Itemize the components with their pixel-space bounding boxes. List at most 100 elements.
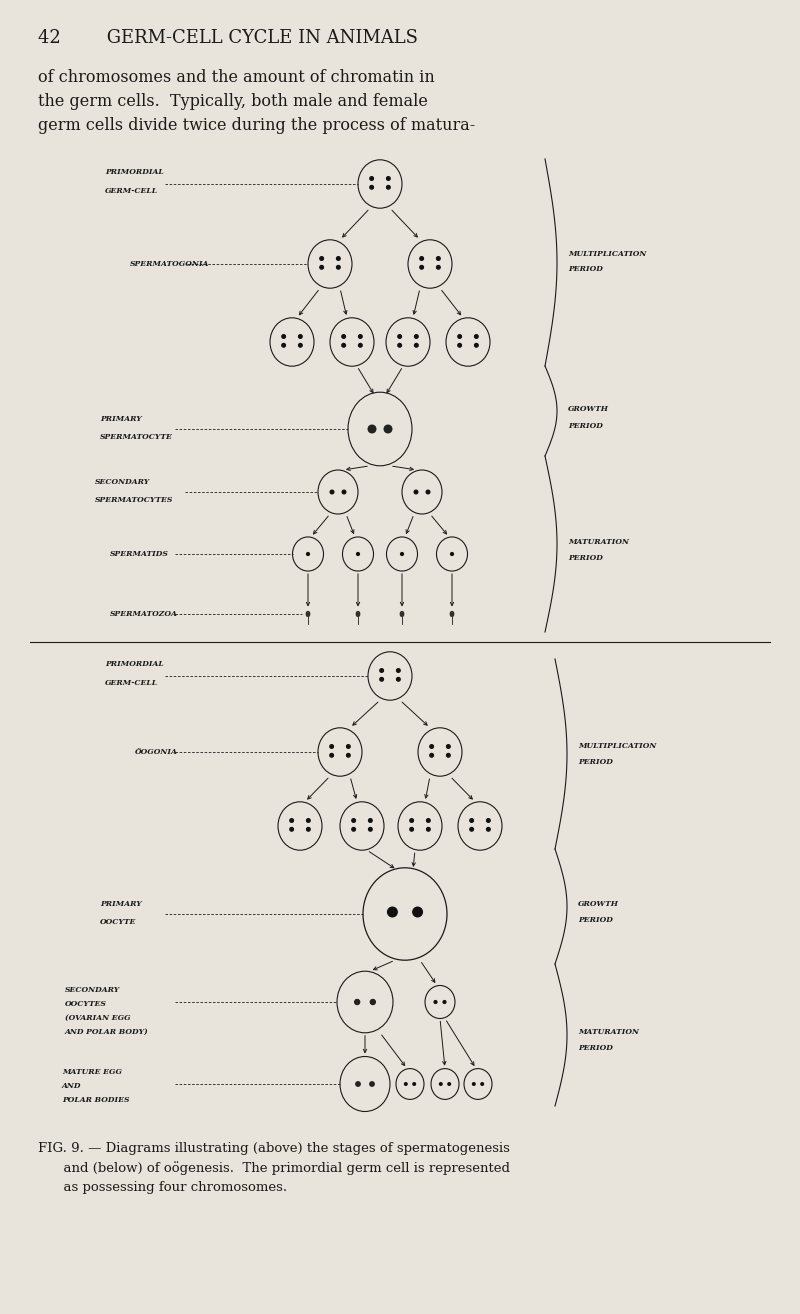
Circle shape (369, 819, 372, 823)
Circle shape (370, 1000, 375, 1004)
Text: POLAR BODIES: POLAR BODIES (62, 1096, 130, 1104)
Circle shape (330, 490, 334, 494)
Circle shape (380, 669, 383, 673)
Text: MULTIPLICATION: MULTIPLICATION (578, 742, 656, 750)
Text: MATURATION: MATURATION (578, 1028, 639, 1035)
Text: PERIOD: PERIOD (578, 758, 613, 766)
Text: GERM-CELL: GERM-CELL (105, 679, 158, 687)
Ellipse shape (306, 611, 310, 616)
Circle shape (474, 343, 478, 347)
Circle shape (330, 753, 334, 757)
Text: SECONDARY: SECONDARY (95, 478, 150, 486)
Text: 42        GERM-CELL CYCLE IN ANIMALS: 42 GERM-CELL CYCLE IN ANIMALS (38, 29, 418, 47)
Text: OOCYTES: OOCYTES (65, 1000, 107, 1008)
Circle shape (387, 907, 397, 917)
Text: ÖOGONIA: ÖOGONIA (135, 748, 178, 756)
Circle shape (410, 828, 414, 830)
Circle shape (437, 265, 440, 269)
Circle shape (450, 553, 454, 556)
Circle shape (357, 553, 359, 556)
Circle shape (458, 343, 462, 347)
Circle shape (486, 819, 490, 823)
Text: GROWTH: GROWTH (568, 405, 609, 413)
Circle shape (370, 176, 374, 180)
Circle shape (346, 745, 350, 748)
Circle shape (446, 745, 450, 748)
Text: PRIMORDIAL: PRIMORDIAL (105, 168, 164, 176)
Text: (OVARIAN EGG: (OVARIAN EGG (65, 1014, 130, 1022)
Circle shape (426, 819, 430, 823)
Circle shape (434, 1000, 437, 1004)
Circle shape (481, 1083, 483, 1085)
Circle shape (414, 343, 418, 347)
Circle shape (358, 335, 362, 338)
Circle shape (437, 256, 440, 260)
Circle shape (405, 1083, 407, 1085)
Circle shape (397, 669, 400, 673)
Circle shape (306, 819, 310, 823)
Text: PERIOD: PERIOD (568, 265, 603, 273)
Circle shape (342, 490, 346, 494)
Text: PERIOD: PERIOD (578, 916, 613, 924)
Circle shape (282, 343, 286, 347)
Circle shape (352, 819, 355, 823)
Circle shape (386, 185, 390, 189)
Circle shape (426, 490, 430, 494)
Circle shape (298, 335, 302, 338)
Text: AND: AND (62, 1081, 82, 1091)
Circle shape (398, 335, 402, 338)
Text: SPERMATIDS: SPERMATIDS (110, 551, 169, 558)
Circle shape (458, 335, 462, 338)
Circle shape (358, 343, 362, 347)
Circle shape (306, 828, 310, 830)
Text: PRIMARY: PRIMARY (100, 900, 142, 908)
Circle shape (420, 256, 423, 260)
Circle shape (397, 678, 400, 681)
Text: SPERMATOGONIA: SPERMATOGONIA (130, 260, 210, 268)
Circle shape (486, 828, 490, 830)
Circle shape (346, 753, 350, 757)
Circle shape (401, 553, 403, 556)
Circle shape (290, 819, 294, 823)
Circle shape (413, 907, 422, 917)
Circle shape (410, 819, 414, 823)
Circle shape (443, 1000, 446, 1004)
Text: MULTIPLICATION: MULTIPLICATION (568, 250, 646, 258)
Text: SPERMATOCYTES: SPERMATOCYTES (95, 495, 174, 505)
Ellipse shape (400, 611, 404, 616)
Circle shape (337, 256, 340, 260)
Text: FIG. 9. — Diagrams illustrating (above) the stages of spermatogenesis
      and : FIG. 9. — Diagrams illustrating (above) … (38, 1142, 510, 1194)
Circle shape (320, 256, 323, 260)
Circle shape (298, 343, 302, 347)
Circle shape (337, 265, 340, 269)
Circle shape (413, 1083, 415, 1085)
Circle shape (473, 1083, 475, 1085)
Text: SPERMATOZOA: SPERMATOZOA (110, 610, 178, 618)
Circle shape (380, 678, 383, 681)
Text: SPERMATOCYTE: SPERMATOCYTE (100, 434, 173, 442)
Ellipse shape (356, 611, 360, 616)
Circle shape (398, 343, 402, 347)
Circle shape (368, 426, 376, 432)
Circle shape (430, 753, 434, 757)
Circle shape (306, 553, 310, 556)
Circle shape (342, 335, 346, 338)
Text: MATURE EGG: MATURE EGG (62, 1068, 122, 1076)
Circle shape (354, 1000, 360, 1004)
Circle shape (430, 745, 434, 748)
Text: PERIOD: PERIOD (568, 555, 603, 562)
Circle shape (320, 265, 323, 269)
Circle shape (370, 185, 374, 189)
Circle shape (342, 343, 346, 347)
Circle shape (369, 828, 372, 830)
Circle shape (414, 490, 418, 494)
Circle shape (439, 1083, 442, 1085)
Circle shape (470, 828, 474, 830)
Text: PRIMARY: PRIMARY (100, 415, 142, 423)
Circle shape (282, 335, 286, 338)
Circle shape (414, 335, 418, 338)
Text: PERIOD: PERIOD (578, 1045, 613, 1053)
Text: AND POLAR BODY): AND POLAR BODY) (65, 1028, 149, 1035)
Text: GROWTH: GROWTH (578, 900, 619, 908)
Circle shape (474, 335, 478, 338)
